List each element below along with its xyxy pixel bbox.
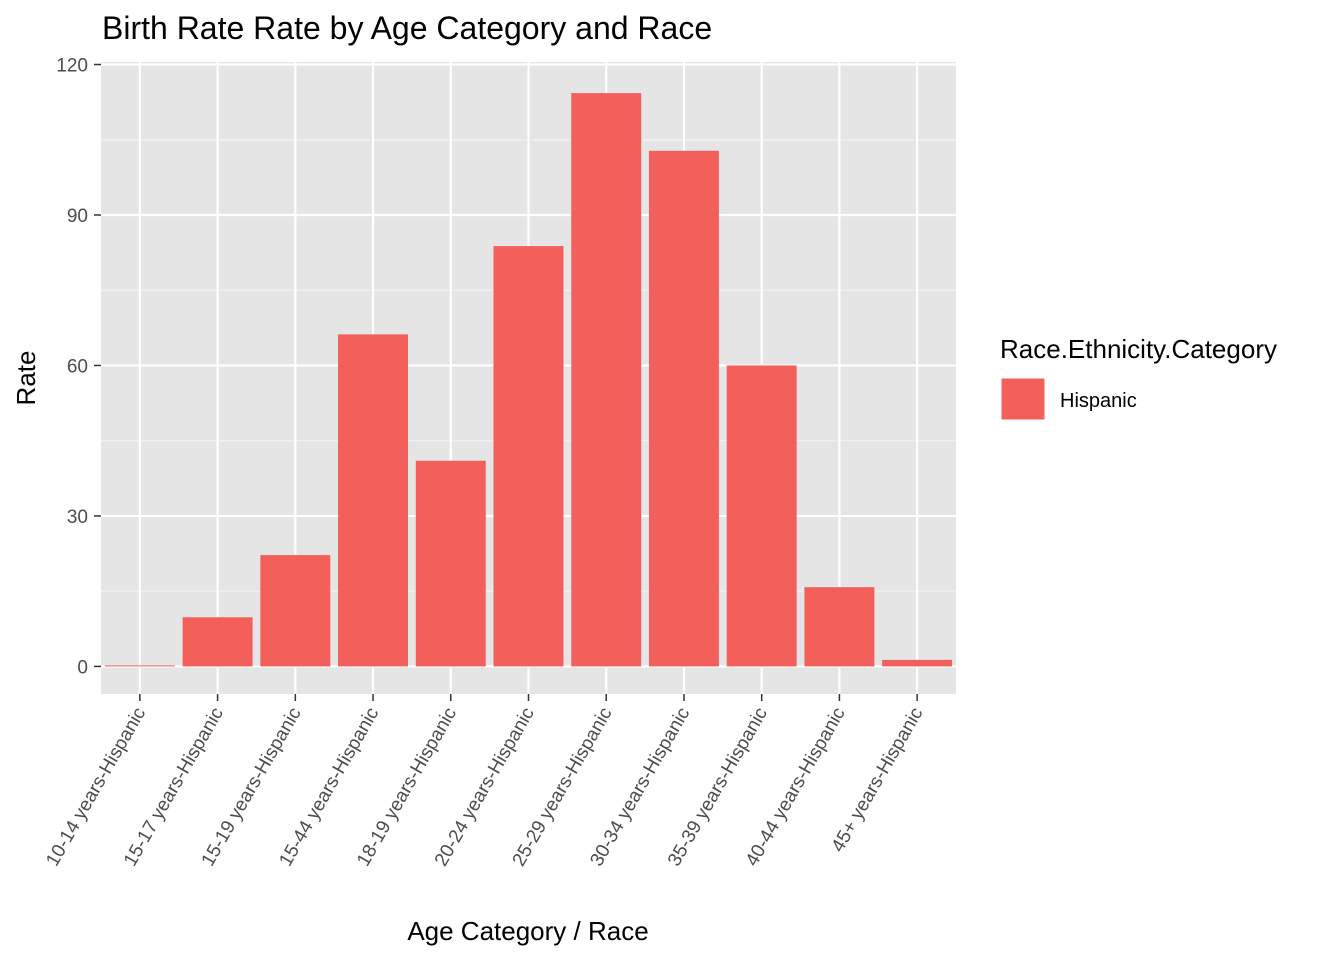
bar — [493, 246, 564, 667]
bar — [415, 460, 486, 667]
bar — [882, 659, 953, 667]
y-tick-label: 120 — [56, 56, 88, 77]
x-tick-label: 45+ years-Hispanic — [828, 704, 928, 856]
x-axis-title: Age Category / Race — [407, 916, 648, 946]
legend-key-hispanic — [1000, 377, 1046, 421]
y-tick-label: 30 — [67, 507, 88, 528]
legend-title: Race.Ethnicity.Category — [1000, 334, 1277, 364]
bar — [726, 365, 797, 667]
bar — [571, 93, 642, 667]
bar — [104, 665, 175, 667]
bar — [182, 617, 253, 667]
bar — [260, 555, 331, 667]
legend-label-hispanic: Hispanic — [1060, 390, 1137, 412]
bar — [648, 150, 719, 667]
y-tick-label: 0 — [77, 657, 88, 678]
bar-layer — [104, 93, 953, 667]
y-axis-title: Rate — [11, 351, 41, 406]
bar — [804, 587, 875, 667]
chart-title: Birth Rate Rate by Age Category and Race — [102, 10, 712, 46]
bar — [338, 334, 409, 667]
y-tick-label: 60 — [67, 356, 88, 377]
y-tick-label: 90 — [67, 206, 88, 227]
legend: Race.Ethnicity.Category Hispanic — [1000, 334, 1277, 421]
